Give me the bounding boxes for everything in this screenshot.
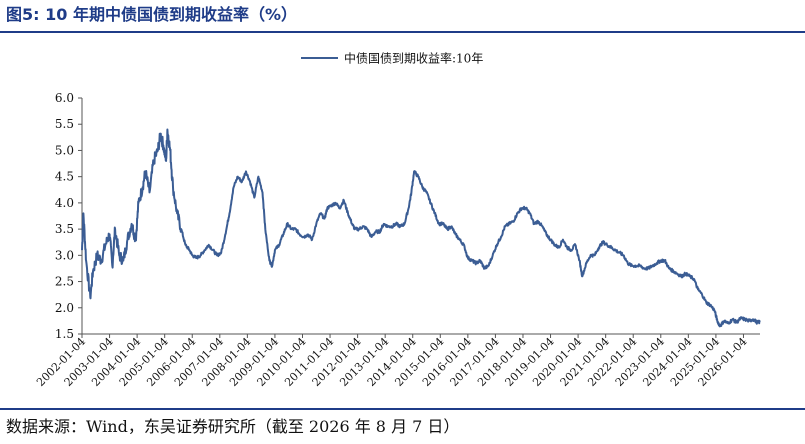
top-rule [0, 31, 805, 33]
y-tick-label: 2.0 [55, 301, 74, 315]
figure-title: 图5: 10 年期中债国债到期收益率（%） [6, 5, 297, 24]
y-tick-label: 4.5 [55, 170, 74, 184]
x-axis: 2002-01-042003-01-042004-01-042005-01-04… [34, 333, 760, 389]
series-line [81, 128, 761, 328]
legend-label: 中债国债到期收益率:10年 [344, 51, 483, 66]
y-tick-label: 2.5 [55, 275, 74, 289]
y-tick-label: 1.5 [55, 327, 74, 341]
y-tick-label: 5.0 [55, 143, 74, 157]
line-chart: 中债国债到期收益率:10年 6.0 5.5 5.0 4.5 4.0 3.5 3.0 2.5 2.… [34, 51, 761, 389]
y-axis: 6.0 5.5 5.0 4.5 4.0 3.5 3.0 2.5 2.0 1.5 [55, 91, 83, 341]
y-tick-label: 3.0 [55, 248, 74, 262]
y-tick-label: 5.5 [55, 117, 74, 131]
y-tick-label: 4.0 [55, 196, 74, 210]
y-tick-label: 6.0 [55, 91, 74, 105]
source-note: 数据来源：Wind，东吴证券研究所（截至 2026 年 8 月 7 日） [6, 417, 460, 436]
bottom-rule [0, 408, 805, 410]
y-tick-label: 3.5 [55, 222, 74, 236]
legend: 中债国债到期收益率:10年 [301, 51, 483, 66]
